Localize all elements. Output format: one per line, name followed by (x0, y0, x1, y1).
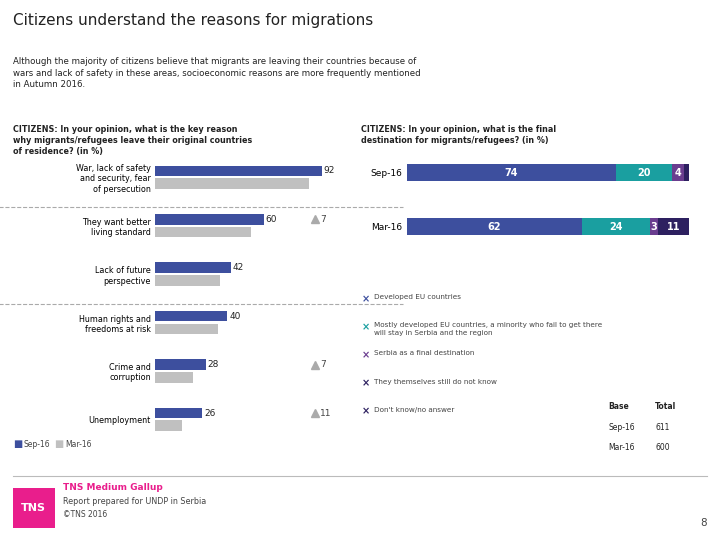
Bar (683, 164, 689, 181)
Text: ×: × (361, 322, 369, 333)
Bar (616, 164, 672, 181)
Bar (155, 408, 202, 418)
Bar (155, 178, 310, 189)
Bar (407, 218, 582, 235)
Text: Developed EU countries: Developed EU countries (374, 294, 462, 300)
Bar (672, 164, 683, 181)
Text: 92: 92 (324, 166, 336, 176)
Text: Don't know/no answer: Don't know/no answer (374, 407, 455, 413)
Text: 20: 20 (637, 168, 651, 178)
Text: 11: 11 (320, 409, 332, 417)
Bar (155, 214, 264, 225)
Text: 4: 4 (675, 168, 681, 178)
Bar (658, 218, 689, 235)
Text: Total: Total (655, 402, 677, 411)
Bar (155, 359, 206, 370)
Text: CITIZENS: In your opinion, what is the final
destination for migrants/refugees? : CITIZENS: In your opinion, what is the f… (361, 125, 557, 145)
Bar (649, 218, 658, 235)
Text: Sep-16: Sep-16 (24, 440, 50, 449)
Bar (155, 227, 251, 238)
Text: ■: ■ (54, 439, 63, 449)
Text: 74: 74 (505, 168, 518, 178)
Text: 11: 11 (667, 222, 680, 232)
Bar (155, 275, 220, 286)
Text: 40: 40 (229, 312, 240, 321)
Text: Report prepared for UNDP in Serbia: Report prepared for UNDP in Serbia (63, 497, 207, 506)
Text: 60: 60 (266, 215, 277, 224)
Text: CITIZENS: In your opinion, what is the key reason
why migrants/refugees leave th: CITIZENS: In your opinion, what is the k… (13, 125, 252, 157)
Text: Citizens understand the reasons for migrations: Citizens understand the reasons for migr… (13, 14, 373, 29)
Text: TNS: TNS (22, 503, 46, 513)
Bar (155, 311, 228, 321)
Bar (155, 421, 182, 431)
Text: Although the majority of citizens believe that migrants are leaving their countr: Although the majority of citizens believ… (13, 57, 420, 89)
Text: 7: 7 (320, 360, 326, 369)
Text: 7: 7 (320, 215, 326, 224)
Text: Mostly developed EU countries, a minority who fail to get there
will stay in Ser: Mostly developed EU countries, a minorit… (374, 322, 603, 336)
Text: 600: 600 (655, 443, 670, 453)
Text: 42: 42 (233, 263, 244, 272)
Bar (582, 218, 649, 235)
Bar (155, 323, 218, 334)
Text: 24: 24 (609, 222, 623, 232)
Bar (155, 166, 322, 176)
Text: ×: × (361, 407, 369, 417)
Text: 8: 8 (701, 518, 707, 528)
Text: Mar-16: Mar-16 (608, 443, 635, 453)
Text: ×: × (361, 350, 369, 361)
Text: ©TNS 2016: ©TNS 2016 (63, 510, 107, 519)
Bar (155, 372, 193, 383)
Text: Base: Base (608, 402, 629, 411)
Text: TNS Medium Gallup: TNS Medium Gallup (63, 483, 163, 492)
Text: 3: 3 (650, 222, 657, 232)
Text: ×: × (361, 379, 369, 389)
Bar (407, 164, 616, 181)
Text: 62: 62 (487, 222, 501, 232)
Text: 28: 28 (207, 360, 219, 369)
Text: They themselves still do not know: They themselves still do not know (374, 379, 498, 384)
Text: Serbia as a final destination: Serbia as a final destination (374, 350, 474, 356)
Text: ×: × (361, 294, 369, 305)
Text: 26: 26 (204, 409, 215, 417)
Text: Mar-16: Mar-16 (65, 440, 91, 449)
Text: Sep-16: Sep-16 (608, 423, 635, 432)
Text: 611: 611 (655, 423, 670, 432)
Bar (155, 262, 231, 273)
Text: ■: ■ (13, 439, 22, 449)
